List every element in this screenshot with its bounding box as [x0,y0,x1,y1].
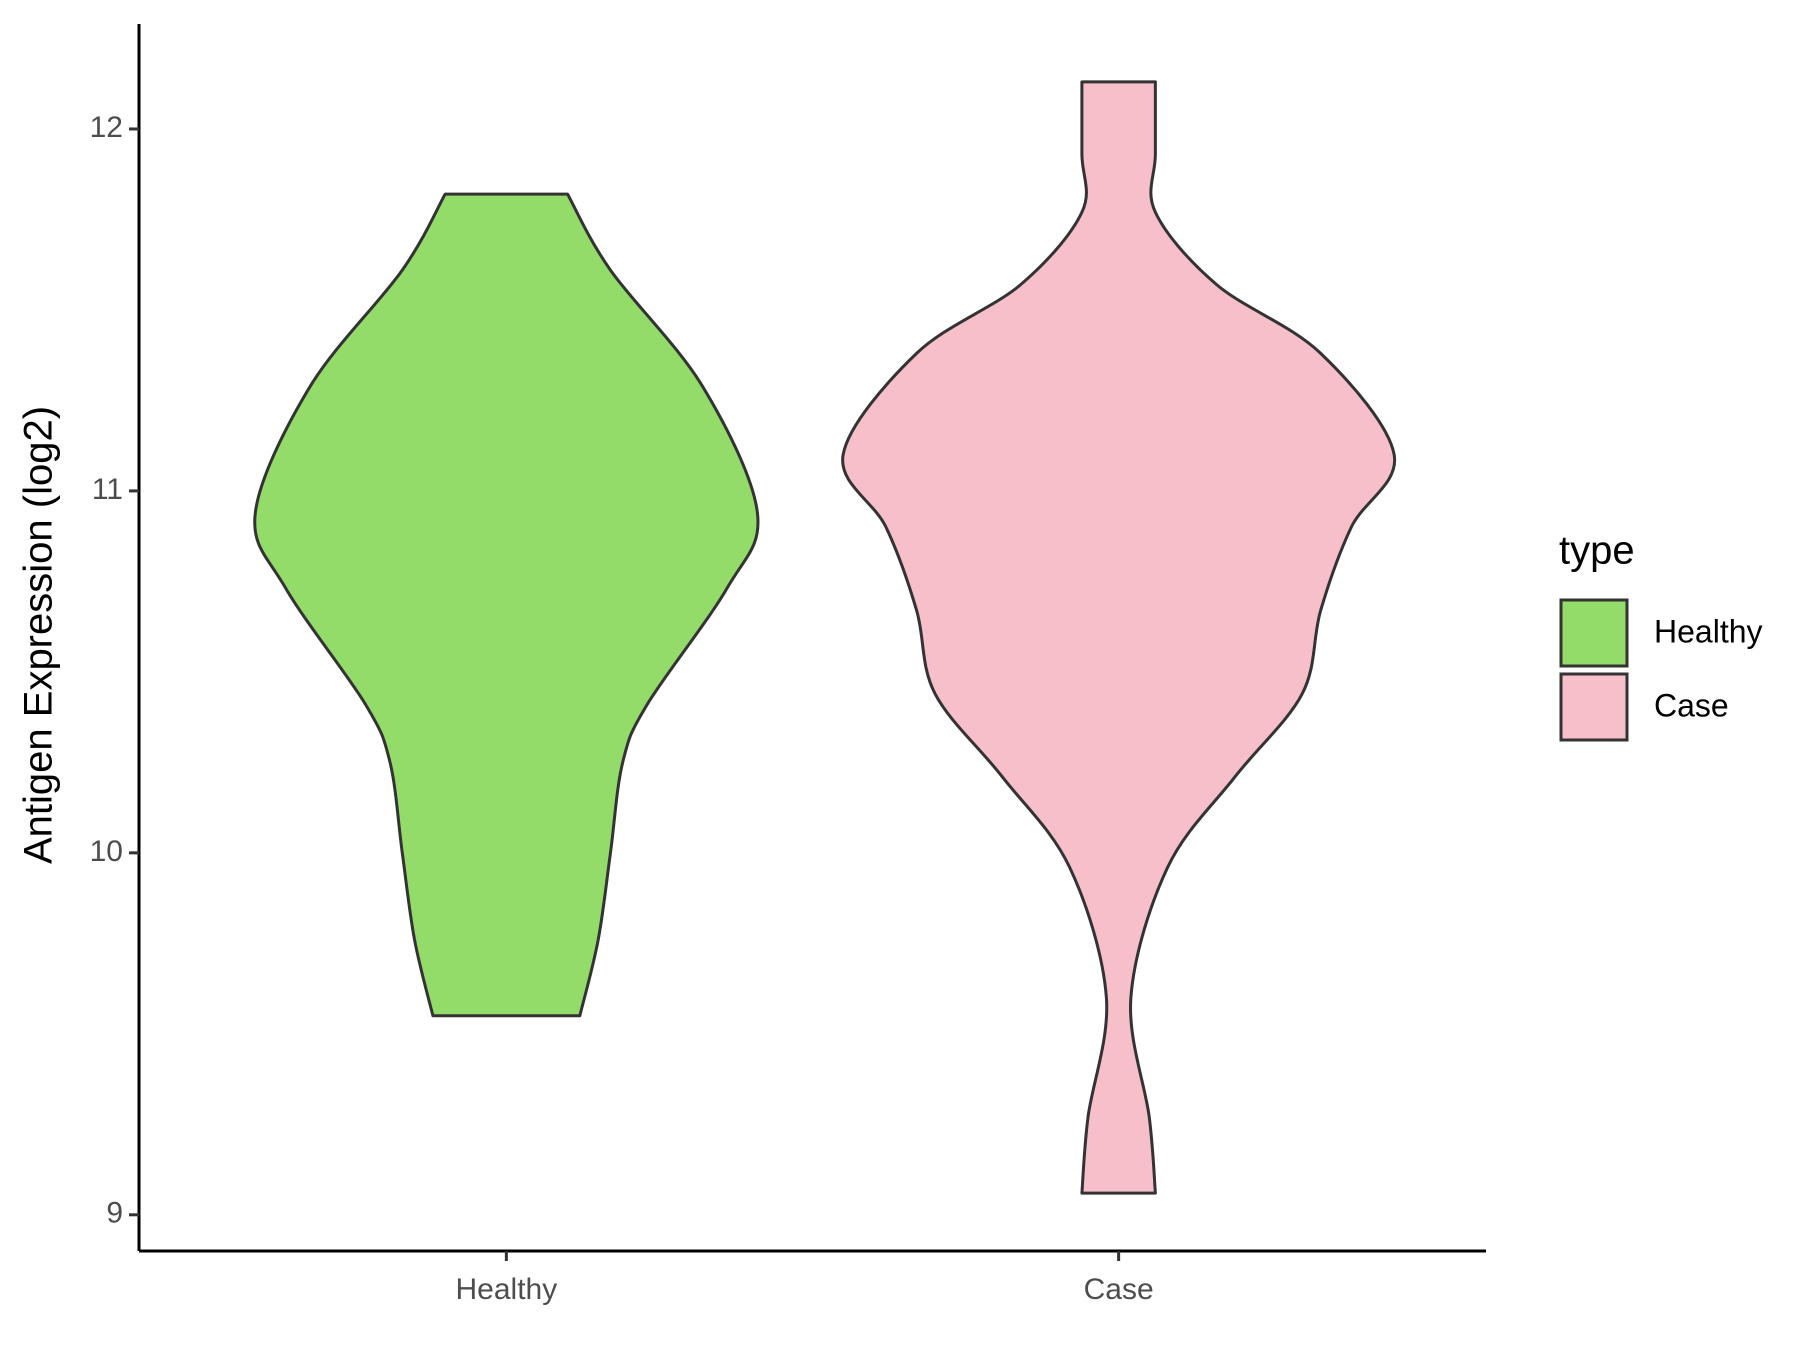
legend-key [1559,598,1629,668]
legend-label: Healthy [1654,613,1763,649]
y-tick-label: 11 [92,473,123,506]
legend-key [1559,672,1629,742]
y-tick-label: 12 [90,111,123,144]
violin [253,192,760,1018]
legend-title: type [1559,529,1635,573]
violin [841,80,1397,1195]
x-tick-label: Healthy [456,1273,558,1306]
y-tick-label: 9 [106,1197,123,1230]
y-tick-label: 10 [90,835,123,868]
x-tick-label: Case [1084,1273,1154,1306]
legend-label: Case [1654,687,1729,723]
y-axis-title: Antigen Expression (log2) [17,406,61,864]
